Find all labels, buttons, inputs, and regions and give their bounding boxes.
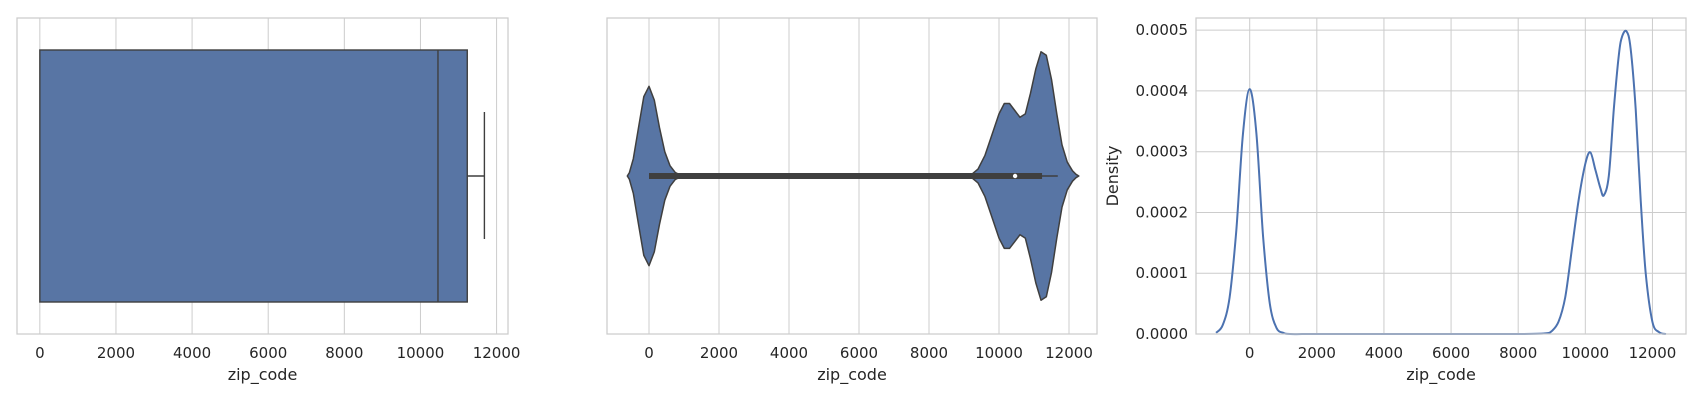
density-series-line (1215, 29, 1667, 336)
x-tick-label: 6000 (840, 344, 878, 362)
boxplot-panel: 0 2000 4000 6000 8000 10000 12000 zip_code (16, 17, 521, 385)
x-axis-label: zip_code (228, 365, 298, 385)
x-tick-label: 0 (1245, 344, 1255, 362)
x-tick-label: 6000 (249, 344, 287, 362)
x-tick-label: 8000 (1499, 344, 1537, 362)
x-tick-label: 0 (35, 344, 45, 362)
x-tick-label: 10000 (1561, 344, 1609, 362)
box-iqr (39, 49, 468, 303)
axes-frame (16, 17, 509, 335)
x-tick-label: 2000 (97, 344, 135, 362)
x-tick-label: 10000 (397, 344, 445, 362)
violin-median-dot (1012, 173, 1018, 179)
axes-frame (606, 17, 1098, 335)
y-tick-label: 0.0004 (1136, 82, 1189, 100)
y-tick-label: 0.0001 (1136, 264, 1189, 282)
x-tick-label: 8000 (325, 344, 363, 362)
x-tick-label: 0 (644, 344, 654, 362)
x-tick-label: 12000 (1045, 344, 1093, 362)
y-tick-label: 0.0005 (1136, 21, 1189, 39)
x-axis-label: zip_code (1406, 365, 1476, 385)
y-tick-label: 0.0000 (1136, 325, 1189, 343)
x-axis-label: zip_code (817, 365, 887, 385)
x-tick-label: 6000 (1432, 344, 1470, 362)
x-tick-label: 12000 (1629, 344, 1677, 362)
density-panel: 0 2000 4000 6000 8000 10000 12000 zip_code 0.000… (1103, 17, 1687, 385)
x-tick-label: 4000 (1365, 344, 1403, 362)
x-tick-label: 2000 (700, 344, 738, 362)
y-tick-label: 0.0002 (1136, 203, 1189, 221)
x-tick-label: 12000 (473, 344, 521, 362)
x-tick-label: 4000 (770, 344, 808, 362)
x-tick-label: 2000 (1298, 344, 1336, 362)
violin-panel: 0 2000 4000 6000 8000 10000 12000 zip_code (606, 17, 1098, 385)
x-tick-label: 4000 (173, 344, 211, 362)
axes-frame (1195, 17, 1687, 335)
y-axis-label: Density (1103, 146, 1122, 207)
x-tick-label: 8000 (910, 344, 948, 362)
x-tick-label: 10000 (975, 344, 1023, 362)
y-tick-label: 0.0003 (1136, 143, 1189, 161)
